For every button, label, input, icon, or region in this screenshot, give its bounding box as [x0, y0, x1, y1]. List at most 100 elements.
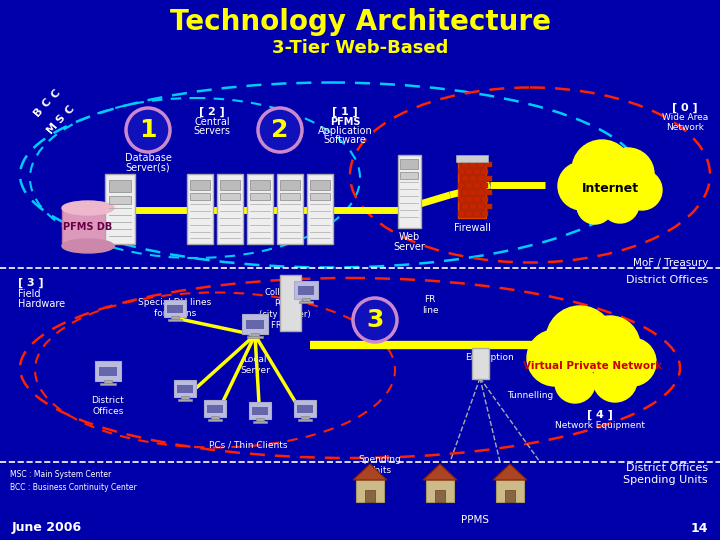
Circle shape: [572, 140, 632, 200]
FancyBboxPatch shape: [250, 193, 270, 200]
Text: Server(s): Server(s): [126, 163, 171, 173]
Text: 2: 2: [271, 118, 289, 142]
Text: Firewall: Firewall: [454, 223, 490, 233]
FancyBboxPatch shape: [482, 169, 488, 174]
FancyBboxPatch shape: [279, 274, 300, 330]
FancyBboxPatch shape: [277, 174, 303, 244]
FancyBboxPatch shape: [253, 407, 268, 415]
FancyBboxPatch shape: [298, 286, 314, 295]
Polygon shape: [353, 464, 387, 480]
FancyBboxPatch shape: [280, 180, 300, 190]
FancyBboxPatch shape: [400, 159, 418, 169]
FancyBboxPatch shape: [95, 361, 121, 381]
Text: Central: Central: [194, 117, 230, 127]
Text: S: S: [55, 113, 68, 125]
Text: District Offices: District Offices: [626, 463, 708, 473]
FancyBboxPatch shape: [478, 204, 484, 209]
Text: [ 4 ]: [ 4 ]: [587, 410, 613, 420]
FancyBboxPatch shape: [294, 281, 318, 299]
FancyBboxPatch shape: [466, 211, 472, 216]
Ellipse shape: [62, 239, 114, 253]
Text: [ 0 ]: [ 0 ]: [672, 103, 698, 113]
Text: Spending Units: Spending Units: [624, 475, 708, 485]
FancyBboxPatch shape: [310, 193, 330, 200]
Text: Servers: Servers: [194, 126, 230, 136]
FancyBboxPatch shape: [207, 404, 222, 413]
Text: [ 3 ]: [ 3 ]: [18, 278, 44, 288]
FancyBboxPatch shape: [365, 490, 375, 502]
Circle shape: [353, 298, 397, 342]
FancyBboxPatch shape: [486, 204, 492, 209]
Text: Software: Software: [323, 135, 366, 145]
FancyBboxPatch shape: [299, 301, 313, 303]
FancyBboxPatch shape: [486, 190, 492, 195]
Text: PPMS: PPMS: [461, 515, 489, 525]
Circle shape: [602, 148, 654, 200]
FancyBboxPatch shape: [426, 480, 454, 502]
Text: Network Equipment: Network Equipment: [555, 422, 645, 430]
FancyBboxPatch shape: [397, 154, 420, 227]
FancyBboxPatch shape: [356, 480, 384, 502]
Text: PCs / Thin Clients: PCs / Thin Clients: [209, 441, 287, 449]
Polygon shape: [493, 464, 527, 480]
FancyBboxPatch shape: [456, 155, 488, 162]
FancyBboxPatch shape: [109, 180, 131, 192]
Text: 1: 1: [139, 118, 157, 142]
Circle shape: [126, 108, 170, 152]
FancyBboxPatch shape: [478, 162, 484, 167]
Polygon shape: [423, 464, 457, 480]
Text: Network: Network: [666, 123, 704, 132]
FancyBboxPatch shape: [486, 176, 492, 181]
FancyBboxPatch shape: [171, 316, 179, 319]
FancyBboxPatch shape: [470, 176, 476, 181]
Circle shape: [601, 185, 639, 223]
FancyBboxPatch shape: [474, 211, 480, 216]
FancyBboxPatch shape: [400, 172, 418, 179]
FancyBboxPatch shape: [256, 418, 264, 421]
FancyBboxPatch shape: [435, 490, 445, 502]
FancyBboxPatch shape: [478, 176, 484, 181]
FancyBboxPatch shape: [466, 183, 472, 188]
FancyBboxPatch shape: [298, 419, 312, 421]
Text: 14: 14: [690, 522, 708, 535]
Text: Collection
Point
(city center)
FR line: Collection Point (city center) FR line: [259, 288, 311, 330]
Circle shape: [580, 316, 640, 376]
Circle shape: [608, 338, 656, 386]
FancyBboxPatch shape: [486, 162, 492, 167]
Text: Encryption: Encryption: [466, 354, 514, 362]
Circle shape: [527, 330, 583, 386]
Text: Tunnelling: Tunnelling: [507, 390, 553, 400]
FancyBboxPatch shape: [217, 174, 243, 244]
Text: Database: Database: [125, 153, 171, 163]
FancyBboxPatch shape: [220, 193, 240, 200]
FancyBboxPatch shape: [307, 174, 333, 244]
Text: MoF / Treasury: MoF / Treasury: [633, 258, 708, 268]
FancyBboxPatch shape: [474, 197, 480, 202]
FancyBboxPatch shape: [168, 319, 181, 321]
Text: 3-Tier Web-Based: 3-Tier Web-Based: [272, 39, 448, 57]
FancyBboxPatch shape: [62, 208, 114, 246]
FancyBboxPatch shape: [220, 180, 240, 190]
Text: MSC : Main System Center
BCC : Business Continuity Center: MSC : Main System Center BCC : Business …: [10, 470, 137, 492]
Text: Field: Field: [18, 289, 40, 299]
FancyBboxPatch shape: [167, 305, 183, 313]
Text: Web: Web: [398, 232, 420, 242]
FancyBboxPatch shape: [250, 180, 270, 190]
FancyBboxPatch shape: [496, 480, 524, 502]
FancyBboxPatch shape: [466, 169, 472, 174]
Text: Application: Application: [318, 126, 372, 136]
FancyBboxPatch shape: [247, 174, 273, 244]
FancyBboxPatch shape: [251, 333, 259, 336]
FancyBboxPatch shape: [105, 174, 135, 244]
FancyBboxPatch shape: [99, 367, 117, 376]
FancyBboxPatch shape: [181, 396, 189, 399]
FancyBboxPatch shape: [310, 180, 330, 190]
FancyBboxPatch shape: [472, 348, 488, 379]
Text: Spending
Units: Spending Units: [359, 455, 401, 475]
FancyBboxPatch shape: [482, 197, 488, 202]
FancyBboxPatch shape: [163, 300, 186, 317]
FancyBboxPatch shape: [470, 204, 476, 209]
Text: June 2006: June 2006: [12, 522, 82, 535]
FancyBboxPatch shape: [177, 384, 193, 393]
Ellipse shape: [62, 201, 114, 215]
